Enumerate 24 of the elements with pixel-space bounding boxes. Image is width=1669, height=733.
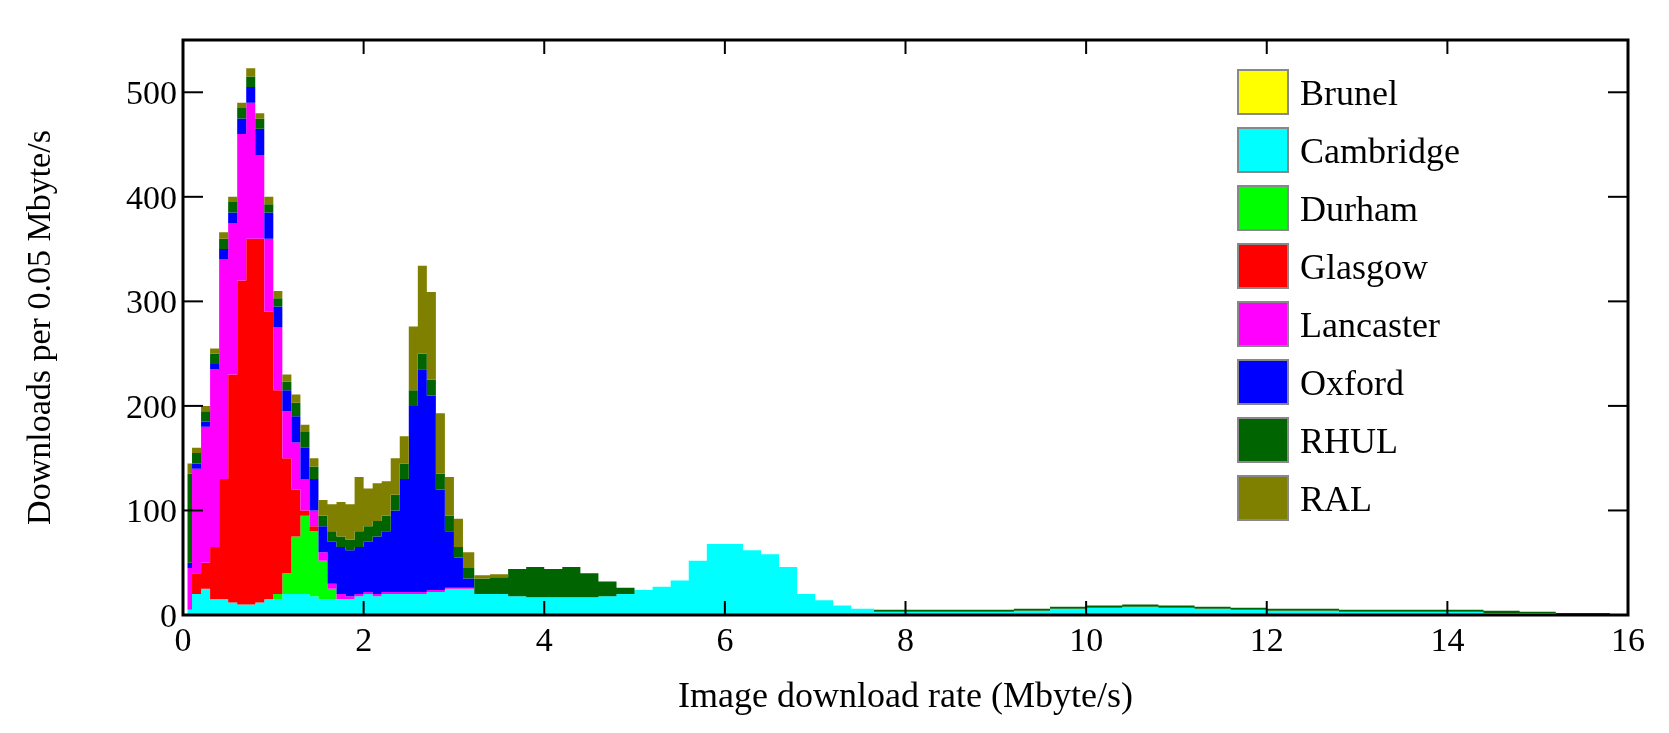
legend-label: Brunel — [1300, 72, 1398, 113]
legend-label: Durham — [1300, 188, 1418, 229]
x-tick-label: 10 — [1069, 621, 1104, 658]
x-tick-label: 12 — [1249, 621, 1284, 658]
x-tick-label: 14 — [1430, 621, 1465, 658]
legend-label: Oxford — [1300, 362, 1404, 403]
y-axis-title: Downloads per 0.05 Mbyte/s — [20, 130, 57, 525]
y-tick-label: 200 — [126, 387, 177, 425]
legend-label: Lancaster — [1300, 304, 1440, 345]
x-tick-label: 6 — [716, 621, 734, 658]
legend-label: RHUL — [1300, 420, 1398, 461]
y-tick-label: 100 — [126, 492, 177, 530]
x-tick-label: 8 — [897, 621, 914, 658]
y-tick-label: 500 — [126, 74, 177, 112]
y-tick-label: 0 — [160, 596, 177, 634]
legend-label: Glasgow — [1300, 246, 1428, 287]
x-tick-label: 16 — [1611, 621, 1645, 658]
legend-label: RAL — [1300, 478, 1372, 519]
x-axis-title: Image download rate (Mbyte/s) — [678, 675, 1133, 715]
legend-label: Cambridge — [1300, 130, 1460, 171]
y-tick-label: 300 — [126, 283, 177, 321]
y-tick-label: 400 — [126, 178, 177, 216]
x-tick-label: 2 — [355, 621, 373, 658]
x-tick-label: 4 — [535, 621, 553, 658]
